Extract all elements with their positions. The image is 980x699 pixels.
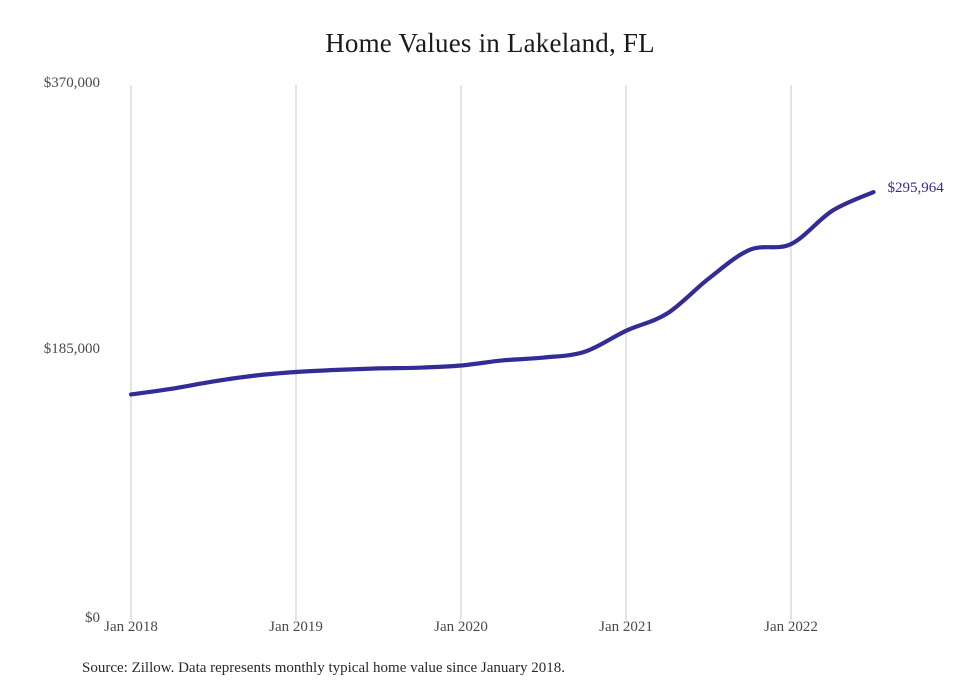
- x-axis-tick-label-jan-2021: Jan 2021: [599, 619, 653, 635]
- x-axis-tick-label-jan-2020: Jan 2020: [434, 619, 488, 635]
- y-axis-tick-label-top: $370,000: [43, 75, 100, 91]
- gridlines: [130, 85, 792, 620]
- x-axis-tick-label-jan-2018: Jan 2018: [104, 619, 158, 635]
- x-axis-tick-label-jan-2022: Jan 2022: [764, 619, 818, 635]
- y-axis-tick-label-middle: $185,000: [43, 341, 100, 357]
- source-note: Source: Zillow. Data represents monthly …: [82, 660, 566, 676]
- x-axis-tick-label-jan-2019: Jan 2019: [269, 619, 323, 635]
- y-axis-tick-label-bottom: $0: [85, 610, 100, 626]
- chart-title: Home Values in Lakeland, FL: [325, 28, 655, 58]
- data-series-line: [128, 189, 876, 397]
- end-value-label: $295,964: [887, 180, 944, 197]
